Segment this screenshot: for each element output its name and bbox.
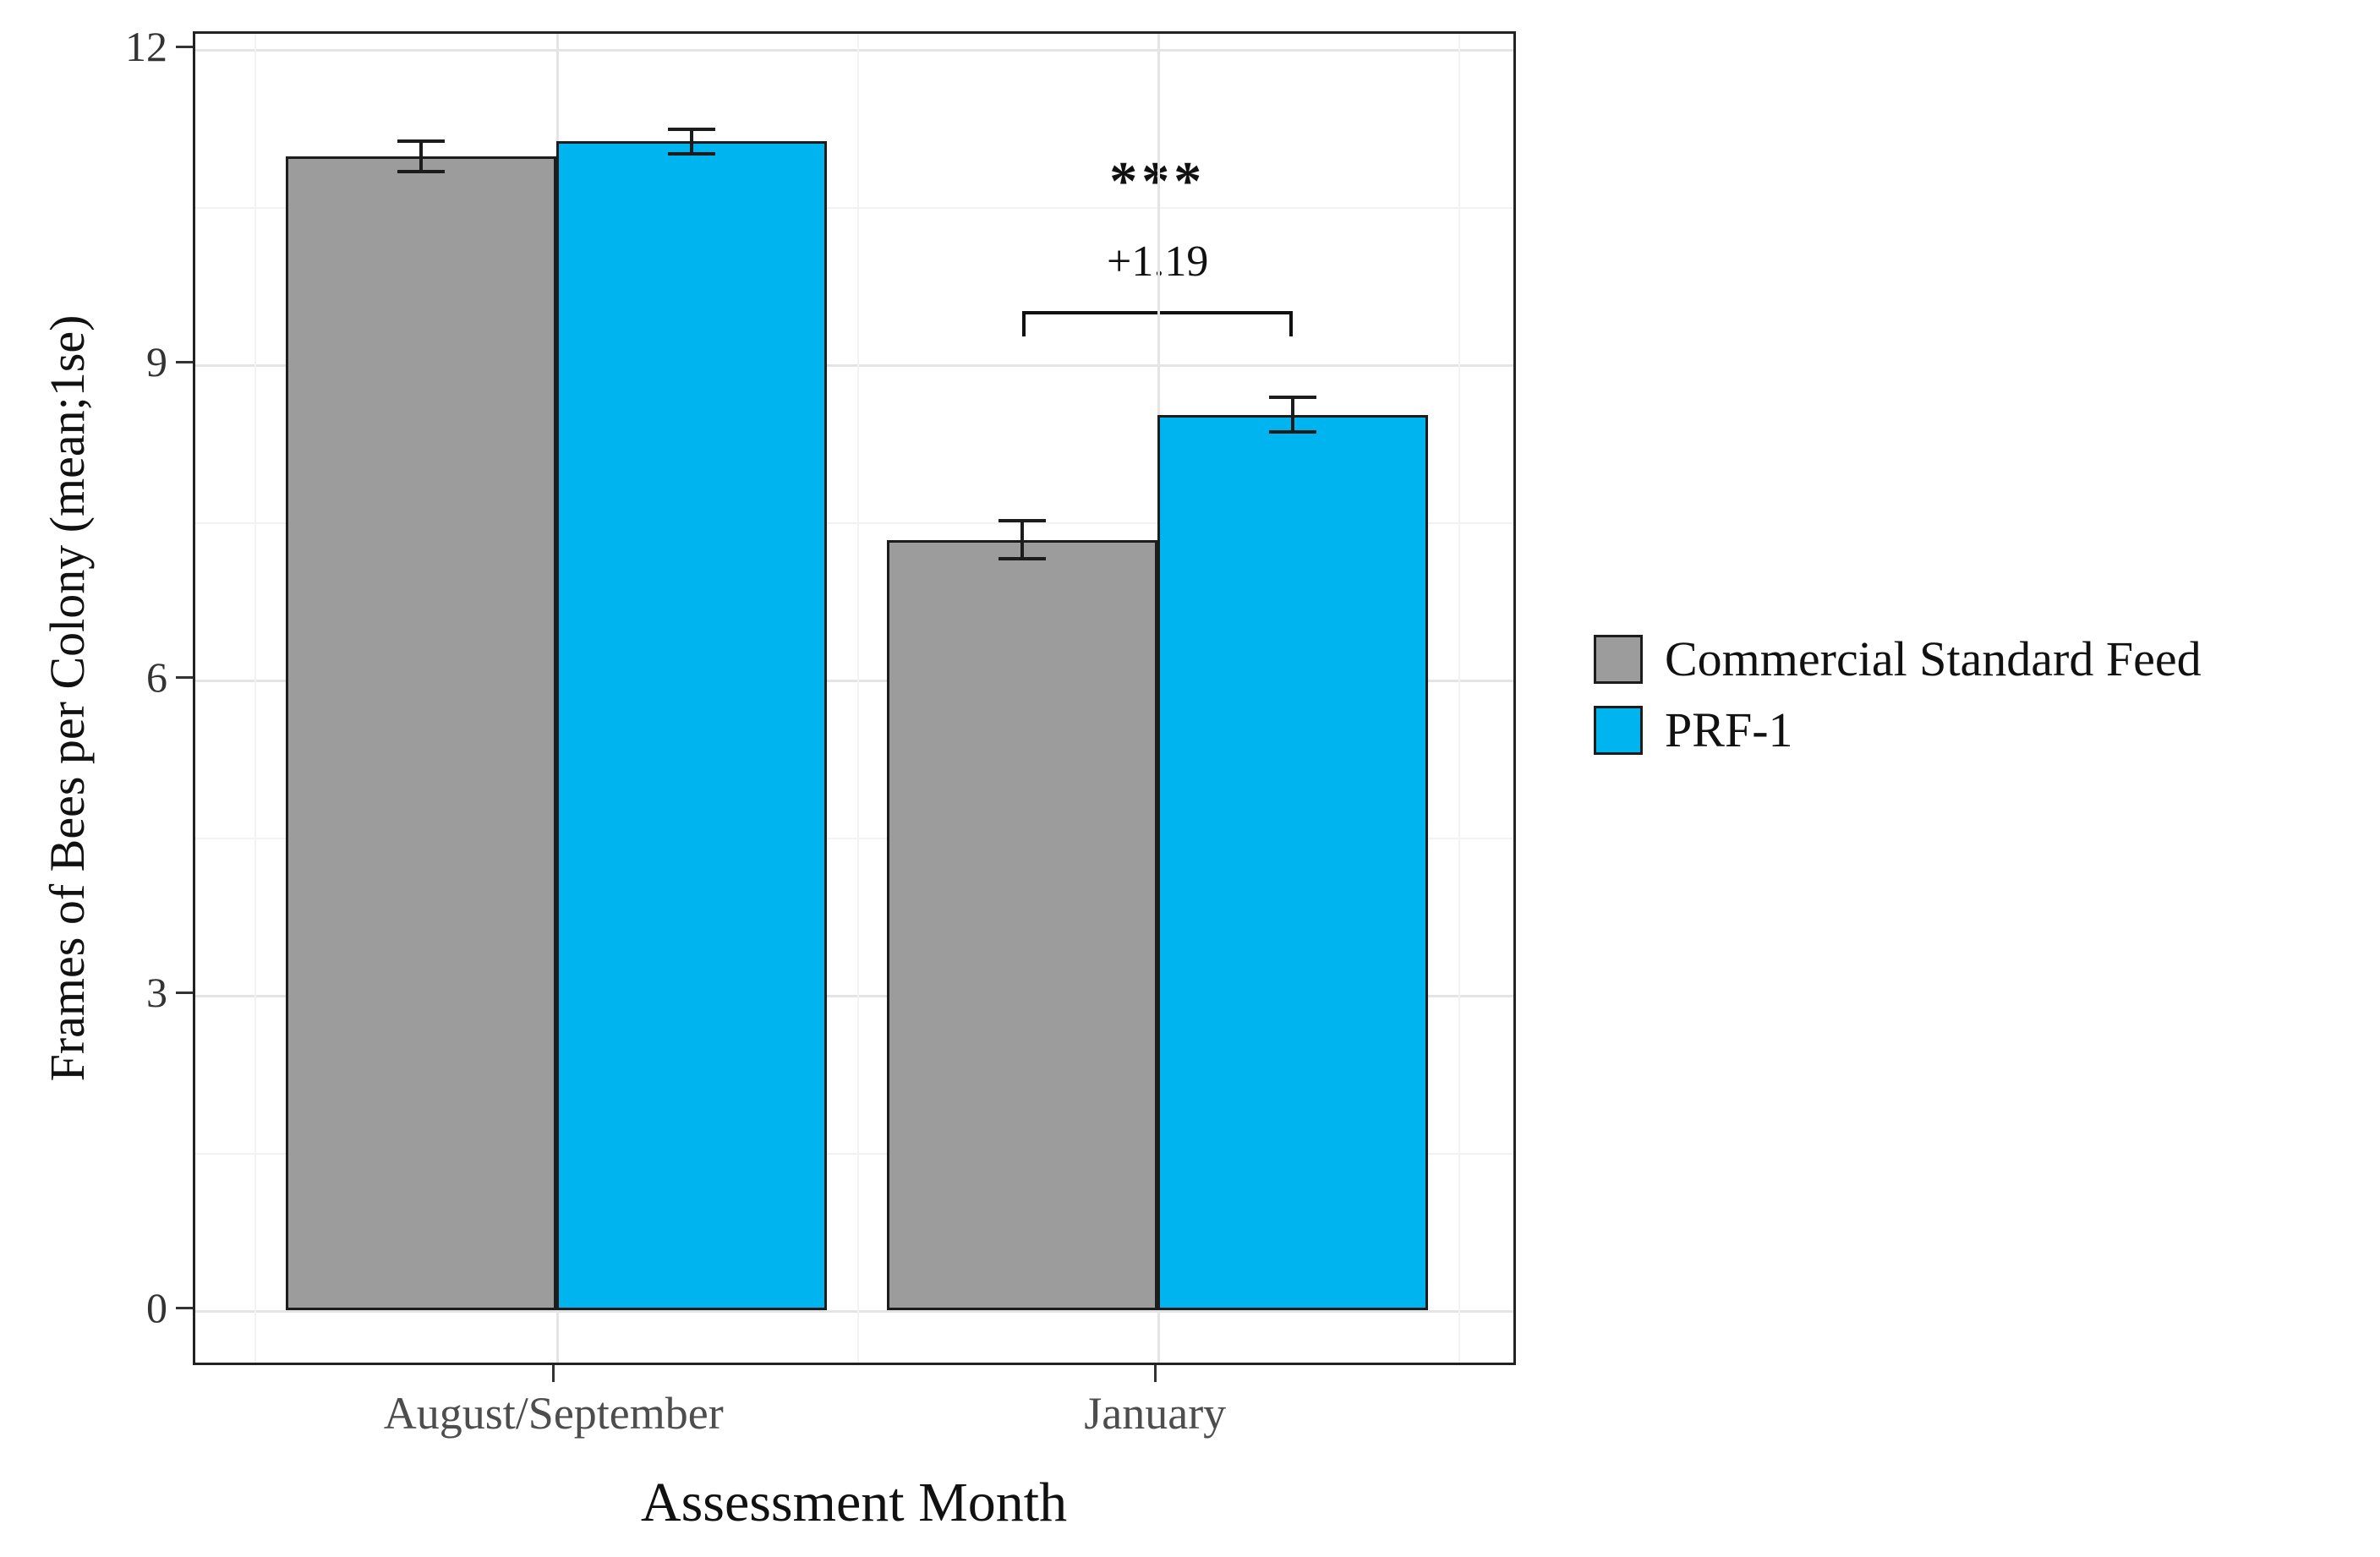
bar-prf-1-august-september — [555, 141, 827, 1310]
vertical-gridline-minor — [856, 34, 859, 1363]
error-bar-prf-1-january — [1269, 396, 1317, 434]
error-bar-prf-1-august-september — [667, 128, 715, 156]
legend: Commercial Standard Feed PRF-1 — [1594, 632, 2202, 774]
x-tick-mark — [1153, 1365, 1157, 1382]
gridline-minor — [195, 522, 1513, 524]
error-bar-line — [689, 131, 693, 152]
y-tick-label: 3 — [146, 969, 167, 1016]
plot-panel: *** +1.19 — [193, 31, 1516, 1365]
error-bar-line — [419, 142, 423, 170]
gridline-major — [195, 1310, 1513, 1313]
bar-commercial-standard-feed-august-september — [285, 156, 556, 1310]
legend-item-commercial-standard-feed: Commercial Standard Feed — [1594, 632, 2202, 686]
gridline-minor — [195, 1152, 1513, 1155]
gridline-major — [195, 680, 1513, 682]
x-axis-title: Assessment Month — [640, 1472, 1068, 1533]
y-tick-label: 12 — [125, 23, 167, 70]
y-tick-mark — [176, 1306, 193, 1309]
y-tick-label: 0 — [146, 1284, 167, 1331]
gridline-major — [195, 364, 1513, 367]
vertical-gridline-minor — [1458, 34, 1460, 1363]
legend-label-commercial-standard-feed: Commercial Standard Feed — [1665, 631, 2202, 686]
legend-swatch-commercial-standard-feed — [1594, 634, 1643, 684]
legend-swatch-prf-1 — [1594, 705, 1643, 755]
y-tick-mark — [176, 675, 193, 679]
legend-label-prf-1: PRF-1 — [1665, 702, 1793, 757]
x-tick-mark — [552, 1365, 555, 1382]
y-tick-label: 9 — [146, 338, 167, 385]
vertical-gridline-minor — [254, 34, 257, 1363]
y-tick-mark — [176, 45, 193, 48]
y-tick-label: 6 — [146, 653, 167, 701]
y-tick-mark — [176, 360, 193, 363]
error-bar-commercial-standard-feed-january — [999, 518, 1047, 561]
significance-stars: *** — [1109, 150, 1206, 212]
bar-prf-1-january — [1157, 414, 1429, 1310]
legend-item-prf-1: PRF-1 — [1594, 702, 2202, 757]
y-tick-mark — [176, 991, 193, 994]
gridline-minor — [195, 837, 1513, 839]
gridline-major — [195, 995, 1513, 997]
error-bar-line — [1291, 399, 1295, 431]
gridline-minor — [195, 206, 1513, 209]
error-bar-commercial-standard-feed-august-september — [397, 139, 445, 173]
error-bar-line — [1020, 522, 1025, 558]
x-tick-label-august-september: August/September — [383, 1388, 724, 1439]
gridline-major — [195, 49, 1513, 52]
y-axis-title: Frames of Bees per Colony (mean;1se) — [40, 314, 95, 1082]
x-tick-label-january: January — [1084, 1388, 1227, 1439]
bar-commercial-standard-feed-january — [887, 539, 1158, 1310]
